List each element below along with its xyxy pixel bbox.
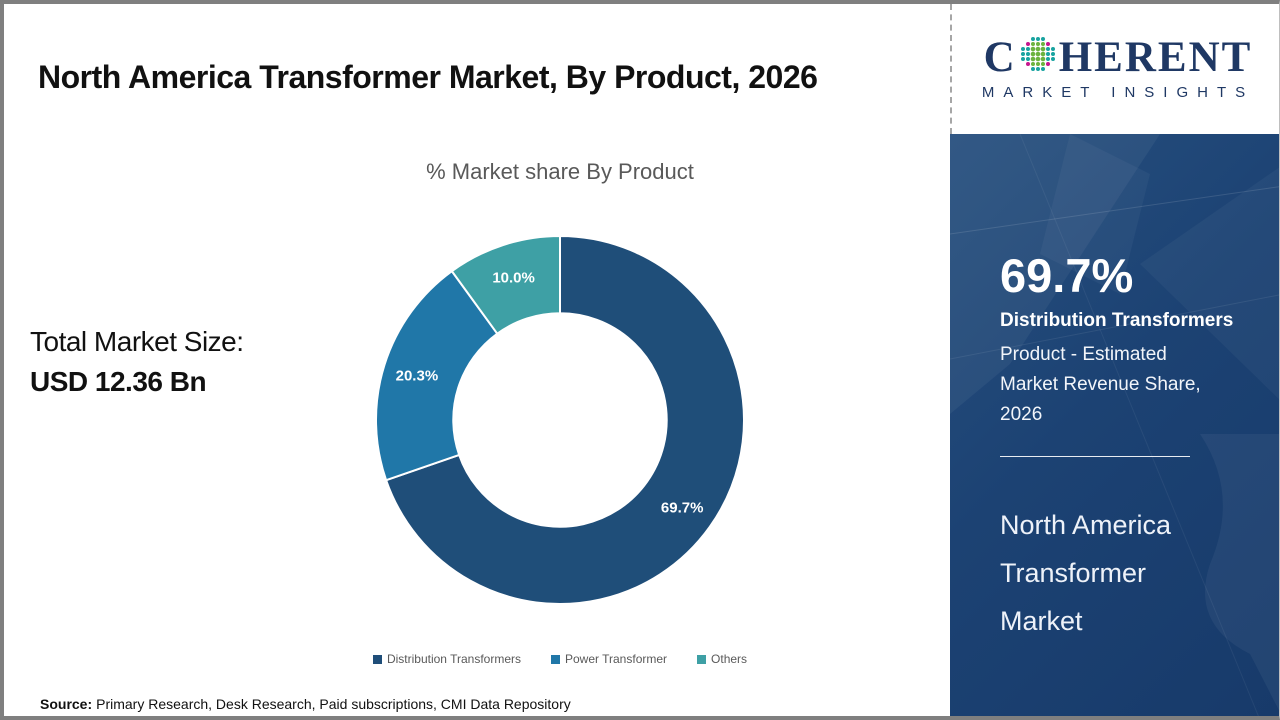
logo-globe-dot <box>1045 57 1050 61</box>
legend-swatch-icon <box>551 654 560 664</box>
chart-legend: Distribution Transformers Power Transform… <box>170 652 950 666</box>
logo-globe-dot <box>1040 37 1045 41</box>
logo-tagline: MARKET INSIGHTS <box>981 84 1255 101</box>
logo-word-end: HERENT <box>1058 34 1253 81</box>
donut-slice-2 <box>375 270 499 482</box>
source-label: Source: <box>40 696 93 712</box>
logo-globe-dot <box>1035 67 1040 71</box>
legend-item: Power Transformer <box>551 652 667 666</box>
logo-globe-dot <box>1045 47 1050 51</box>
logo-globe-dot <box>1020 57 1025 61</box>
logo-word-start: C <box>983 34 1017 81</box>
sidebar-divider <box>1000 456 1190 457</box>
source-text: Primary Research, Desk Research, Paid su… <box>96 696 571 712</box>
donut-slice-label: 69.7% <box>661 499 704 516</box>
source-note: Source: Primary Research, Desk Research, … <box>40 696 571 712</box>
logo-globe-dot <box>1035 42 1040 46</box>
legend-swatch-icon <box>697 654 707 664</box>
logo-globe-dot <box>1050 47 1055 51</box>
total-market-size-value: USD 12.36 Bn <box>30 366 207 397</box>
chart-subtitle: % Market share By Product <box>426 159 694 184</box>
legend-label: Distribution Transformers <box>386 652 521 666</box>
logo-globe-dot <box>1045 62 1050 66</box>
logo-globe-dot <box>1035 62 1040 66</box>
logo-globe-dot <box>1040 67 1045 71</box>
logo-globe-dot <box>1040 42 1045 46</box>
logo-globe-dot <box>1040 56 1046 62</box>
legend-label: Others <box>711 652 748 666</box>
legend-swatch-icon <box>372 654 382 664</box>
logo-globe-dot <box>1020 52 1025 56</box>
logo-globe-dot <box>1050 52 1055 56</box>
donut-slice-label: 10.0% <box>492 270 535 287</box>
logo-globe-dot <box>1035 56 1041 62</box>
logo-globe-dot <box>1030 42 1035 46</box>
logo-globe-dot <box>1040 51 1046 57</box>
logo-wordmark: C HERENT <box>952 34 1279 81</box>
donut-chart: 69.7% 20.3% 10.0% <box>375 235 745 605</box>
sidebar-stat-title: Distribution Transformers <box>1000 310 1234 331</box>
logo-globe-dot <box>1025 42 1030 46</box>
donut-slice-1 <box>385 235 745 605</box>
logo-globe-dot <box>1045 42 1050 46</box>
logo-globe-dot <box>1025 57 1030 61</box>
logo-globe-dot <box>1050 57 1055 61</box>
logo-globe-dot <box>1040 62 1045 66</box>
logo-globe-dot <box>1030 56 1036 62</box>
logo-globe-dot <box>1035 51 1041 57</box>
logo-globe-dot <box>1045 52 1050 56</box>
logo-globe-dot <box>1035 37 1040 41</box>
legend-item: Distribution Transformers <box>372 652 521 666</box>
legend-label: Power Transformer <box>565 652 668 666</box>
logo-globe-dot <box>1030 67 1035 71</box>
logo-globe-dot <box>1040 46 1046 52</box>
logo-globe-dot <box>1030 37 1035 41</box>
donut-slice-label: 20.3% <box>396 367 439 384</box>
logo-globe-o-icon <box>1020 37 1055 71</box>
logo-globe-dot <box>1020 47 1025 51</box>
legend-item: Others <box>697 652 747 666</box>
map-texture <box>950 134 1279 716</box>
logo-globe-dot <box>1030 46 1036 52</box>
logo-globe-dot <box>1035 46 1041 52</box>
logo-globe-dot <box>1025 52 1030 56</box>
total-market-size-label: Total Market Size: <box>30 326 244 357</box>
page-title: North America Transformer Market, By Pro… <box>38 59 818 96</box>
logo-globe-dot <box>1030 51 1036 57</box>
sidebar-stat-value: 69.7% <box>1000 249 1134 302</box>
logo-globe-dot <box>1030 62 1035 66</box>
total-market-size: Total Market Size: USD 12.36 Bn <box>30 322 244 402</box>
logo-globe-dot <box>1025 47 1030 51</box>
logo: C HERENT MARKET INSIGHTS <box>950 4 1279 134</box>
sidebar-market-name: North America Transformer Market <box>1000 510 1172 636</box>
logo-globe-dot <box>1025 62 1030 66</box>
donut-slice-3 <box>450 235 561 335</box>
sidebar-stat-description: Product - Estimated Market Revenue Share… <box>1000 344 1201 425</box>
sidebar-panel: 69.7% Distribution Transformers Product … <box>950 134 1279 716</box>
